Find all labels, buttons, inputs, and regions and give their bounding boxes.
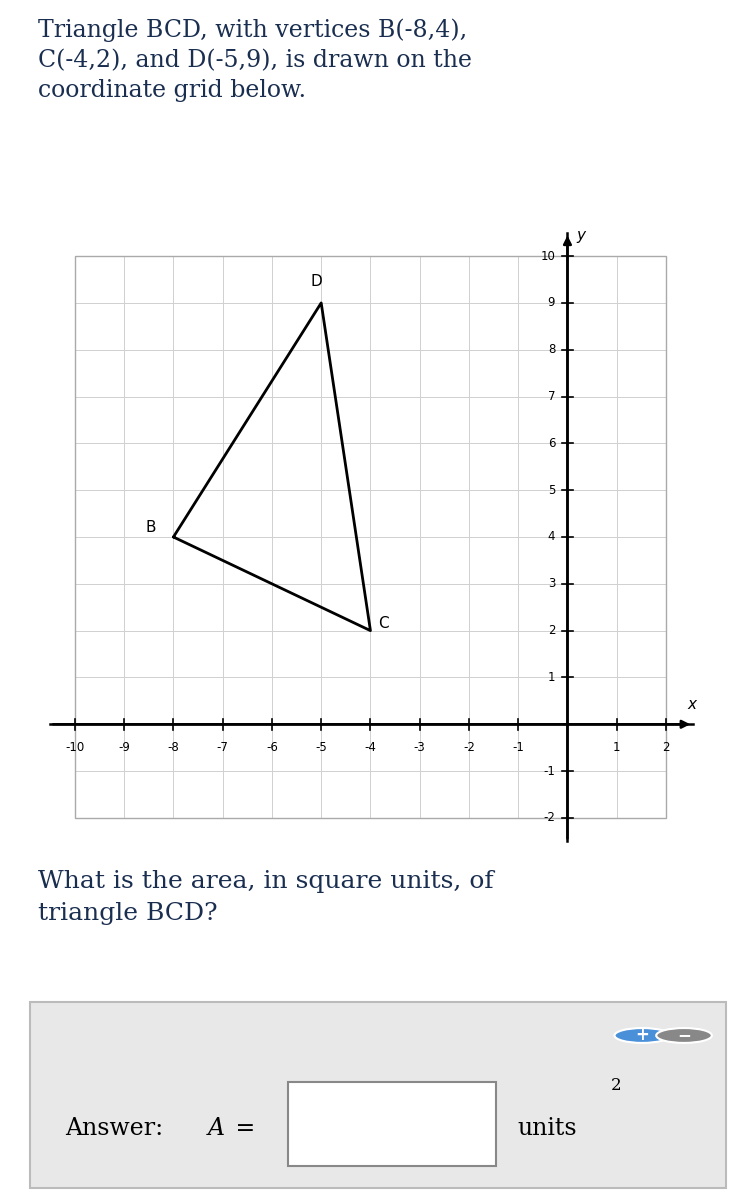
Text: x: x <box>687 697 696 712</box>
Text: Answer:: Answer: <box>65 1117 171 1140</box>
Text: -7: -7 <box>217 740 228 754</box>
Text: -2: -2 <box>463 740 475 754</box>
Text: D: D <box>311 274 322 289</box>
Text: 5: 5 <box>548 484 555 497</box>
Text: A: A <box>208 1117 225 1140</box>
Text: 4: 4 <box>547 530 555 544</box>
Text: 6: 6 <box>547 437 555 450</box>
Text: Triangle BCD, with vertices B(-8,4),
C(-4,2), and D(-5,9), is drawn on the
coord: Triangle BCD, with vertices B(-8,4), C(-… <box>38 18 472 102</box>
Text: 2: 2 <box>611 1078 621 1094</box>
Text: -4: -4 <box>364 740 376 754</box>
Text: =: = <box>228 1117 256 1140</box>
Text: -3: -3 <box>414 740 426 754</box>
Text: 2: 2 <box>662 740 670 754</box>
Text: C: C <box>378 616 389 631</box>
Text: -9: -9 <box>118 740 130 754</box>
FancyBboxPatch shape <box>30 1002 726 1188</box>
Text: -8: -8 <box>168 740 179 754</box>
Text: 1: 1 <box>547 671 555 684</box>
Text: 9: 9 <box>547 296 555 310</box>
FancyBboxPatch shape <box>287 1082 496 1165</box>
Text: -10: -10 <box>65 740 85 754</box>
Circle shape <box>615 1028 670 1043</box>
Text: +: + <box>635 1026 649 1044</box>
Text: 7: 7 <box>547 390 555 403</box>
Text: -6: -6 <box>266 740 278 754</box>
Text: 3: 3 <box>548 577 555 590</box>
Text: −: − <box>677 1026 691 1044</box>
Text: 8: 8 <box>548 343 555 356</box>
Text: -2: -2 <box>544 811 555 824</box>
Text: y: y <box>577 228 586 242</box>
Text: 2: 2 <box>547 624 555 637</box>
Text: 10: 10 <box>541 250 555 263</box>
Text: units: units <box>517 1117 577 1140</box>
Text: 1: 1 <box>613 740 621 754</box>
Text: What is the area, in square units, of
triangle BCD?: What is the area, in square units, of tr… <box>38 870 494 925</box>
Circle shape <box>656 1028 712 1043</box>
Text: -1: -1 <box>544 764 555 778</box>
Text: -5: -5 <box>315 740 327 754</box>
Text: -1: -1 <box>513 740 524 754</box>
Text: B: B <box>146 520 156 535</box>
